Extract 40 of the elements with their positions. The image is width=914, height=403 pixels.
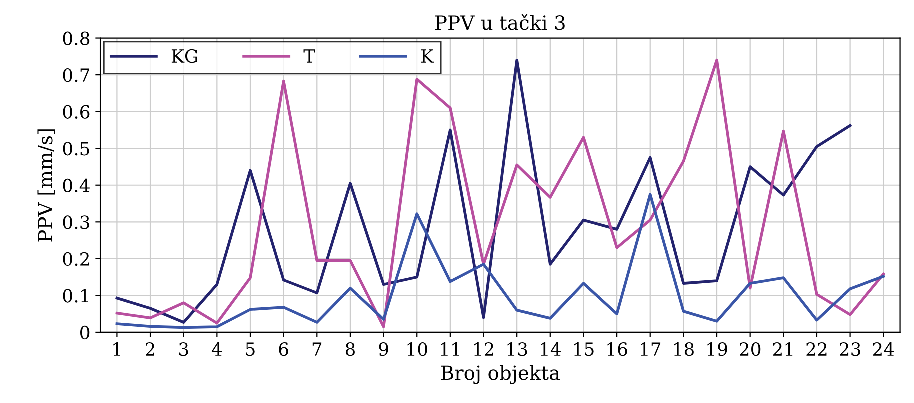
chart-title: PPV u tački 3 — [436, 14, 565, 30]
x-tick-label: 16 — [608, 342, 628, 356]
x-tick-label: 4 — [212, 342, 222, 356]
y-axis-title: PPV [mm/s] — [38, 130, 56, 242]
x-tick-label: 3 — [179, 342, 188, 356]
legend-label: T — [304, 50, 316, 63]
x-tick-label: 18 — [674, 342, 694, 356]
x-tick-label: 9 — [379, 342, 388, 356]
legend-label: KG — [172, 49, 198, 64]
y-tick-label: 0.3 — [63, 216, 90, 230]
x-tick-label: 1 — [114, 342, 120, 356]
y-tick-label: 0.1 — [63, 289, 88, 303]
x-tick-label: 22 — [806, 342, 827, 356]
x-tick-label: 5 — [246, 342, 255, 356]
x-tick-label: 17 — [641, 342, 661, 356]
legend-label: K — [421, 50, 434, 63]
x-tick-label: 11 — [441, 342, 460, 356]
y-tick-label: 0 — [80, 326, 90, 340]
line-series — [116, 193, 886, 330]
y-tick-label: 0.4 — [63, 178, 90, 192]
x-axis-title: Broj objekta — [441, 365, 560, 384]
x-tick-label: 20 — [740, 342, 761, 356]
x-tick-label: 15 — [574, 342, 594, 356]
x-tick-label: 10 — [408, 342, 428, 356]
x-tick-label: 13 — [508, 342, 528, 356]
y-tick-label: 0.7 — [63, 68, 90, 82]
x-tick-label: 12 — [474, 342, 494, 356]
x-tick-label: 6 — [279, 342, 288, 356]
y-tick-label: 0.6 — [63, 105, 90, 119]
x-tick-label: 24 — [873, 342, 894, 356]
y-tick-label: 0.2 — [63, 252, 90, 266]
x-tick-label: 21 — [773, 342, 793, 356]
x-tick-label: 14 — [541, 342, 561, 356]
x-tick-label: 8 — [346, 342, 355, 356]
x-tick-label: 19 — [708, 342, 728, 356]
y-tick-label: 0.5 — [63, 142, 90, 156]
x-tick-label: 23 — [840, 342, 860, 356]
x-tick-label: 7 — [312, 342, 322, 356]
y-tick-label: 0.8 — [63, 32, 90, 46]
x-tick-label: 2 — [146, 342, 154, 356]
